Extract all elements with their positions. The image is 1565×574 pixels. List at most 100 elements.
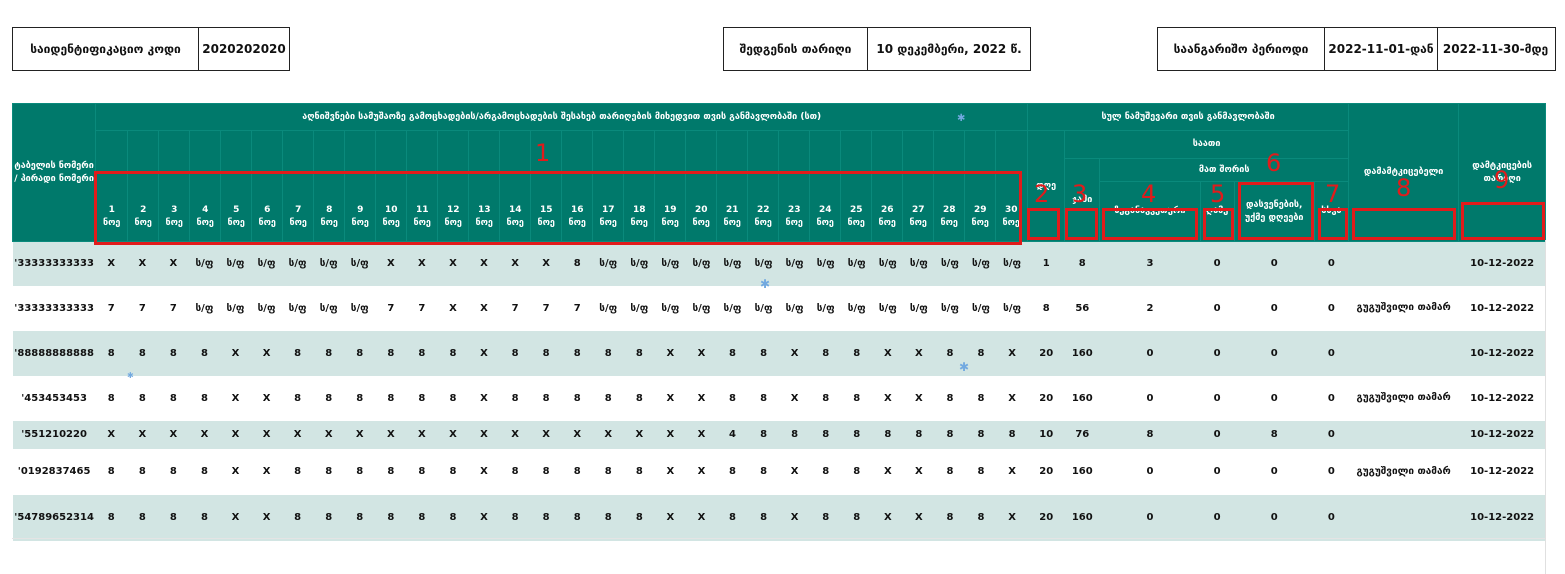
cell-day-6: X	[251, 330, 283, 376]
cell-day-10: 8	[375, 494, 407, 541]
id-code-value: 2020202020	[202, 42, 286, 56]
cell-approver	[1348, 330, 1459, 376]
table-row[interactable]: '88888888888 8 8 8 8 X X 8 8 8 8 8 8 X 8 8 8 8 8 X X 8 8 X 8 8 X X 8…	[12, 330, 1546, 376]
cell-holiday: 0	[1234, 448, 1315, 495]
header-night: ღამე	[1199, 181, 1235, 242]
id-code-label: საიდენტიფიკაციო კოდი	[13, 28, 199, 70]
cell-day-12: X	[437, 285, 469, 331]
day-number: 27	[911, 204, 925, 215]
day-header-3: 3 ნოე	[158, 131, 189, 241]
day-number: 2	[140, 204, 147, 215]
cell-day-9: 8	[344, 448, 376, 495]
day-number: 13	[477, 204, 491, 215]
table-row[interactable]: '453453453 8 8 8 8 X X 8 8 8 8 8 8 X 8 8 8 8 8 X X 8 8 X 8 8 X X 8 8 X…	[12, 375, 1546, 421]
day-month: ნოე	[816, 217, 834, 228]
cell-day-11: 8	[406, 375, 438, 421]
table-row[interactable]: '0192837465 8 8 8 8 X X 8 8 8 8 8 8 X 8 8 8 8 8 X X 8 8 X 8 8 X X 8 8…	[12, 448, 1546, 495]
cell-day-25: 8	[841, 494, 873, 541]
cell-day-19: X	[654, 494, 686, 541]
cell-overtime: 8	[1099, 420, 1201, 449]
day-number: 22	[756, 204, 770, 215]
cell-day-26: ს/ფ	[872, 285, 904, 331]
cell-day-30: X	[996, 375, 1028, 421]
table-row[interactable]: '54789652314 8 8 8 8 X X 8 8 8 8 8 8 X 8 8 8 8 8 X X 8 8 X 8 8 X X 8…	[12, 494, 1546, 541]
cell-day-19: X	[654, 330, 686, 376]
cell-total-hours: 160	[1064, 330, 1100, 376]
cell-day-25: 8	[841, 330, 873, 376]
cell-day-3: 8	[157, 448, 189, 495]
cell-day-2: X	[126, 420, 158, 449]
annotation-box-1	[94, 171, 1022, 245]
cell-day-5: X	[219, 420, 252, 449]
cell-day-7: 8	[282, 330, 314, 376]
cell-days-count: 1	[1027, 241, 1065, 286]
day-month: ნოე	[413, 217, 431, 228]
day-number: 6	[264, 204, 271, 215]
day-header-16: 16 ნოე	[561, 131, 592, 241]
cell-day-28: 8	[934, 494, 966, 541]
cell-day-27: 8	[903, 420, 935, 449]
table-row[interactable]: '33333333333 7 7 7 ს/ფ ს/ფ ს/ფ ს/ფ ს/ფ ს/ფ 7 7 X X 7 7 7…	[12, 285, 1546, 331]
day-month: ნოე	[599, 217, 617, 228]
cell-day-19: X	[654, 448, 686, 495]
cell-tabel-number: '551210220	[12, 420, 96, 449]
period-to: 2022-11-30-მდე	[1442, 42, 1549, 56]
period-box: საანგარიშო პერიოდი 2022-11-01-დან 2022-1…	[1157, 27, 1556, 71]
day-number: 14	[508, 204, 522, 215]
table-row[interactable]: '551210220 X X X X X X X X X X X X X X X X X X X X 4 8 8 8 8 8 8 8 8 8…	[12, 420, 1546, 449]
annotation-number-4: 4	[1141, 180, 1157, 208]
cell-day-22: 8	[748, 375, 780, 421]
cell-day-3: 7	[157, 285, 189, 331]
cell-day-16: 8	[561, 330, 593, 376]
cell-day-23: X	[779, 375, 811, 421]
cell-day-8: ს/ფ	[313, 241, 345, 286]
cell-day-11: 8	[406, 448, 438, 495]
cell-day-26: X	[872, 375, 904, 421]
day-header-18: 18 ნოე	[623, 131, 654, 241]
snowflake-icon: ✱	[127, 371, 134, 380]
cell-day-6: ს/ფ	[251, 285, 283, 331]
cell-day-7: X	[282, 420, 314, 449]
cell-day-18: ს/ფ	[623, 285, 655, 331]
cell-day-20: X	[685, 420, 717, 449]
cell-days-count: 20	[1027, 494, 1065, 541]
day-month: ნოე	[320, 217, 338, 228]
annotation-box-4	[1102, 208, 1198, 240]
cell-day-13: X	[468, 448, 500, 495]
cell-day-10: 7	[375, 285, 407, 331]
cell-other: 0	[1314, 420, 1349, 449]
cell-day-7: 8	[282, 375, 314, 421]
cell-day-5: ს/ფ	[219, 285, 252, 331]
day-number: 11	[415, 204, 429, 215]
day-header-29: 29 ნოე	[964, 131, 995, 241]
day-month: ნოე	[661, 217, 679, 228]
cell-day-30: X	[996, 330, 1028, 376]
cell-night: 0	[1200, 448, 1235, 495]
period-from: 2022-11-01-დან	[1325, 28, 1438, 70]
cell-day-9: ს/ფ	[344, 241, 376, 286]
day-month: ნოე	[165, 217, 183, 228]
cell-day-9: 8	[344, 375, 376, 421]
cell-day-13: X	[468, 375, 500, 421]
day-header-7: 7 ნოე	[282, 131, 313, 241]
day-header-27: 27 ნოე	[902, 131, 933, 241]
cell-day-15: X	[530, 241, 562, 286]
cell-day-8: 8	[313, 494, 345, 541]
day-month: ნოე	[909, 217, 927, 228]
cell-tabel-number: '54789652314	[12, 494, 96, 541]
cell-day-6: ს/ფ	[251, 241, 283, 286]
cell-night: 0	[1200, 241, 1235, 286]
cell-day-17: X	[592, 420, 624, 449]
day-number: 21	[725, 204, 739, 215]
day-number: 9	[357, 204, 364, 215]
day-number: 26	[880, 204, 894, 215]
cell-day-13: X	[468, 241, 500, 286]
cell-day-16: 8	[561, 494, 593, 541]
cell-day-9: ს/ფ	[344, 285, 376, 331]
cell-day-2: 8	[126, 375, 158, 421]
cell-day-26: 8	[872, 420, 904, 449]
cell-total-hours: 56	[1064, 285, 1100, 331]
day-month: ნოე	[878, 217, 896, 228]
cell-day-4: 8	[188, 448, 220, 495]
